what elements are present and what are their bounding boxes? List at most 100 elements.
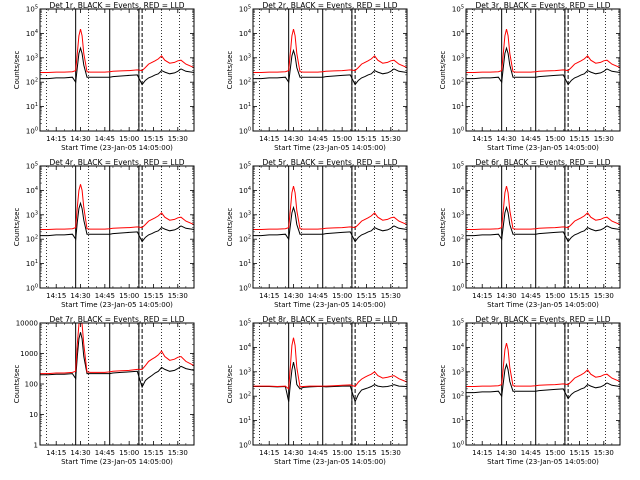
y-tick-label: 1000 <box>20 350 38 358</box>
panel-det-6r: 100 101 102 103 104 105 14:15 14:30 14:45 15:00 15… <box>439 158 621 309</box>
series-line-lld <box>466 342 620 387</box>
plot-frame <box>39 8 195 132</box>
y-tick-label: 10000 <box>16 320 38 328</box>
series-line-events <box>253 48 407 86</box>
x-tick-label: 14:15 <box>472 292 492 300</box>
series-line-lld <box>253 185 407 230</box>
panel-det-3r: 100 101 102 103 104 105 14:15 14:30 14:45 15:00 15… <box>439 1 621 152</box>
y-tick-label: 102 <box>26 78 38 87</box>
data-series <box>40 184 194 243</box>
x-axis-label: Start Time (23-Jan-05 14:05:00) <box>274 458 386 466</box>
y-axis: 100 101 102 103 104 105 <box>452 162 620 293</box>
series-line-lld <box>466 185 620 230</box>
time-markers <box>472 9 606 131</box>
x-tick-label: 15:00 <box>545 449 565 457</box>
x-tick-label: 14:45 <box>521 449 541 457</box>
x-tick-label: 15:30 <box>381 292 401 300</box>
x-axis: 14:15 14:30 14:45 15:00 15:15 15:30 <box>39 9 195 143</box>
panel-title: Det 8r, BLACK = Events, RED = LLD <box>262 315 397 324</box>
y-tick-label: 104 <box>452 29 464 38</box>
panel-title: Det 5r, BLACK = Events, RED = LLD <box>262 158 397 167</box>
series-line-lld <box>40 28 194 73</box>
x-tick-label: 15:15 <box>569 135 589 143</box>
plot-frame <box>39 322 195 446</box>
x-tick-label: 14:30 <box>283 449 303 457</box>
y-tick-label: 102 <box>239 235 251 244</box>
panel-title: Det 4r, BLACK = Events, RED = LLD <box>49 158 184 167</box>
y-tick-label: 100 <box>452 127 464 136</box>
y-tick-label: 102 <box>239 392 251 401</box>
x-tick-label: 15:00 <box>119 292 139 300</box>
y-tick-label: 100 <box>452 284 464 293</box>
series-line-lld <box>253 337 407 390</box>
time-markers <box>259 9 393 131</box>
time-markers <box>46 166 180 288</box>
x-tick-label: 14:45 <box>308 449 328 457</box>
y-tick-label: 105 <box>452 162 464 171</box>
x-tick-label: 15:15 <box>143 135 163 143</box>
y-tick-label: 100 <box>239 441 251 450</box>
y-tick-label: 100 <box>26 284 38 293</box>
y-tick-label: 105 <box>239 319 251 328</box>
x-tick-label: 14:45 <box>308 292 328 300</box>
y-tick-label: 101 <box>239 102 251 111</box>
y-tick-label: 101 <box>452 416 464 425</box>
y-tick-label: 100 <box>239 127 251 136</box>
x-tick-label: 15:30 <box>381 449 401 457</box>
time-markers <box>46 9 180 131</box>
x-axis-label: Start Time (23-Jan-05 14:05:00) <box>487 144 599 152</box>
x-tick-label: 15:15 <box>356 292 376 300</box>
x-tick-label: 15:00 <box>545 135 565 143</box>
y-tick-label: 104 <box>239 186 251 195</box>
x-tick-label: 15:15 <box>356 449 376 457</box>
x-tick-label: 15:00 <box>545 292 565 300</box>
y-tick-label: 100 <box>25 381 38 389</box>
x-tick-label: 15:00 <box>332 135 352 143</box>
y-axis-label: Counts/sec <box>13 365 21 404</box>
plot-frame <box>465 322 621 446</box>
y-tick-label: 100 <box>239 284 251 293</box>
y-tick-label: 104 <box>452 186 464 195</box>
y-axis-label: Counts/sec <box>439 208 447 247</box>
series-line-events <box>253 361 407 404</box>
x-tick-label: 14:45 <box>95 135 115 143</box>
x-tick-label: 15:30 <box>381 135 401 143</box>
y-axis: 100 101 102 103 104 105 <box>239 319 407 450</box>
y-tick-label: 103 <box>26 53 38 62</box>
x-tick-label: 14:30 <box>70 449 90 457</box>
series-line-events <box>253 205 407 243</box>
y-tick-label: 10 <box>29 411 38 419</box>
x-tick-label: 14:15 <box>259 135 279 143</box>
y-axis-label: Counts/sec <box>439 365 447 404</box>
y-tick-label: 103 <box>239 53 251 62</box>
y-tick-label: 101 <box>452 102 464 111</box>
y-tick-label: 103 <box>239 210 251 219</box>
x-tick-label: 14:15 <box>46 292 66 300</box>
x-tick-label: 15:15 <box>569 449 589 457</box>
x-tick-label: 14:30 <box>283 135 303 143</box>
series-line-events <box>466 362 620 400</box>
x-axis: 14:15 14:30 14:45 15:00 15:15 15:30 <box>465 323 621 457</box>
x-tick-label: 15:30 <box>594 135 614 143</box>
x-axis-label: Start Time (23-Jan-05 14:05:00) <box>487 301 599 309</box>
panel-title: Det 6r, BLACK = Events, RED = LLD <box>475 158 610 167</box>
panel-title: Det 9r, BLACK = Events, RED = LLD <box>475 315 610 324</box>
y-tick-label: 105 <box>239 162 251 171</box>
data-series <box>253 185 407 243</box>
y-axis: 100 101 102 103 104 105 <box>452 319 620 450</box>
x-axis-label: Start Time (23-Jan-05 14:05:00) <box>61 458 173 466</box>
plot-frame <box>39 165 195 289</box>
x-tick-label: 14:45 <box>95 292 115 300</box>
y-axis: 100 101 102 103 104 105 <box>452 5 620 136</box>
y-tick-label: 105 <box>26 162 38 171</box>
y-tick-label: 101 <box>452 259 464 268</box>
x-tick-label: 15:30 <box>594 449 614 457</box>
x-tick-label: 14:30 <box>496 135 516 143</box>
y-axis-label: Counts/sec <box>226 365 234 404</box>
y-axis-label: Counts/sec <box>13 51 21 90</box>
y-tick-label: 102 <box>452 392 464 401</box>
y-tick-label: 105 <box>452 5 464 14</box>
y-tick-label: 102 <box>452 235 464 244</box>
time-markers <box>46 323 180 445</box>
y-tick-label: 100 <box>26 127 38 136</box>
